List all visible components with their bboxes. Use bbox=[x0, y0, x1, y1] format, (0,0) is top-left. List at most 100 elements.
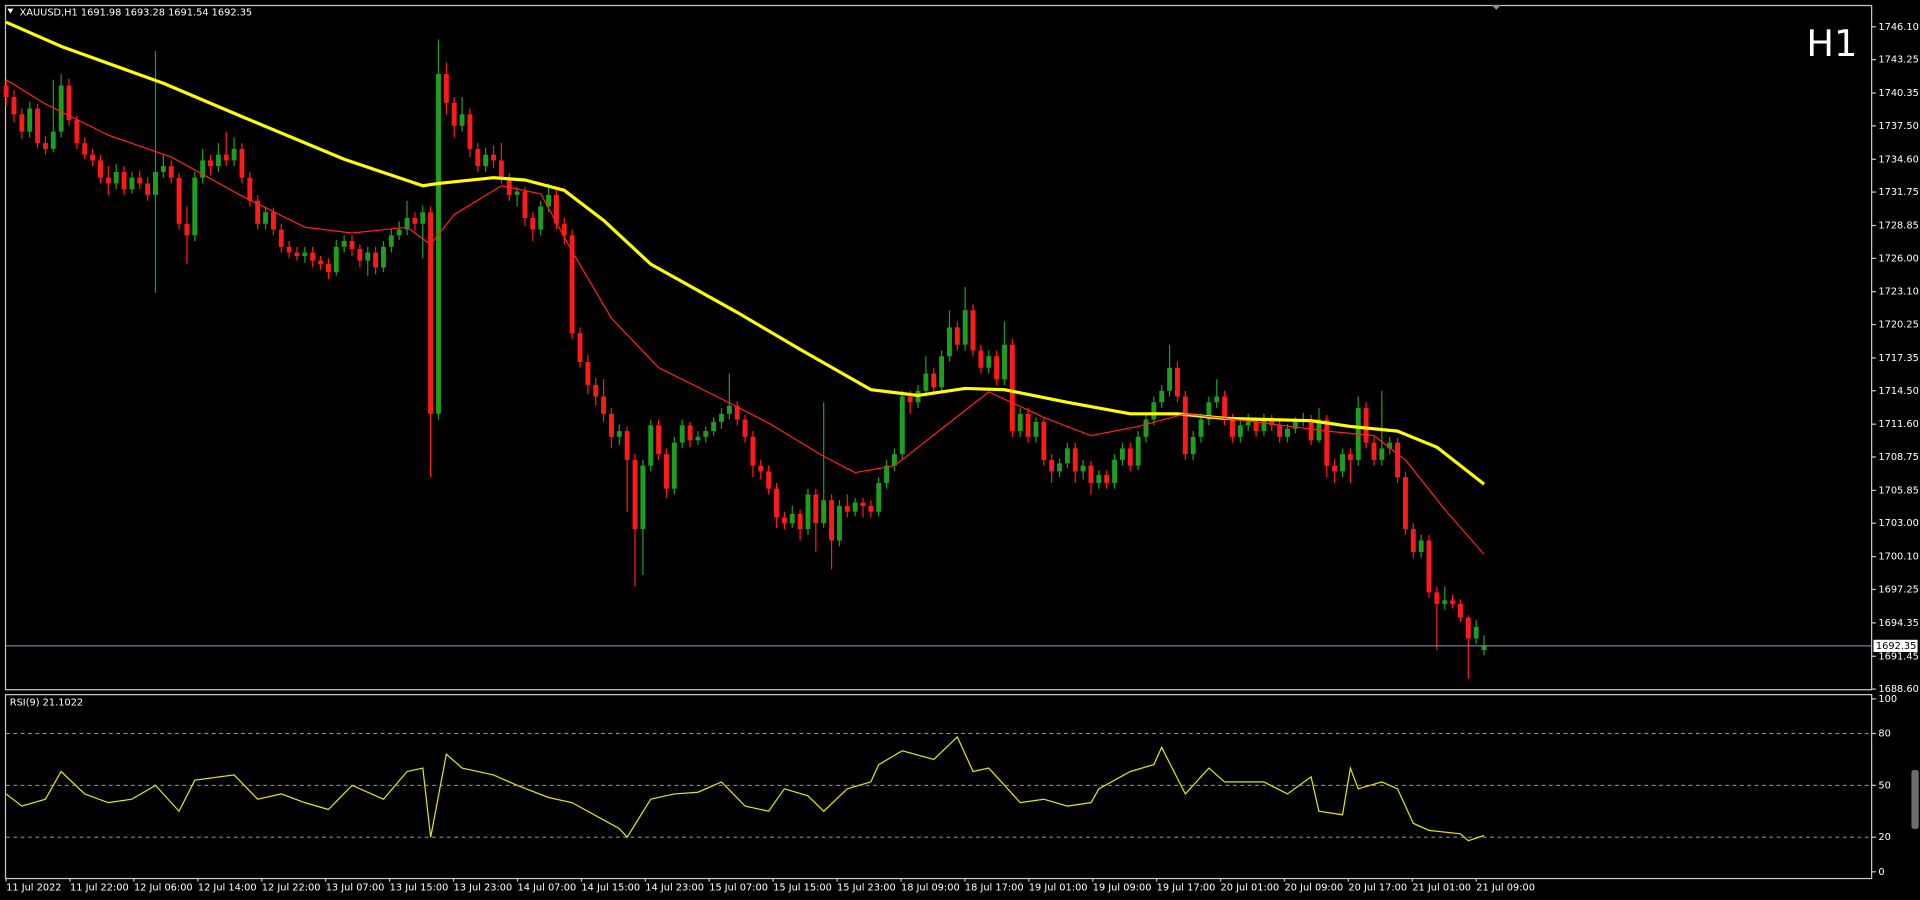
candle-body bbox=[585, 361, 591, 386]
candle-body bbox=[1104, 474, 1110, 483]
candle-body bbox=[153, 171, 158, 195]
candle-body bbox=[1237, 425, 1243, 437]
x-tick-label: 12 Jul 14:00 bbox=[198, 883, 257, 894]
y-tick-label: 0 bbox=[1878, 867, 1884, 878]
candle-body bbox=[341, 241, 347, 247]
y-tick-label: 1705.85 bbox=[1878, 485, 1918, 496]
x-tick-label: 18 Jul 17:00 bbox=[965, 883, 1024, 894]
candle-body bbox=[491, 154, 496, 161]
x-tick-label: 21 Jul 09:00 bbox=[1476, 883, 1535, 894]
candle-body bbox=[1080, 465, 1086, 472]
rsi-line bbox=[5, 735, 1485, 842]
candle-body bbox=[1222, 396, 1228, 420]
candle-body bbox=[200, 160, 206, 178]
candle-body bbox=[1442, 600, 1448, 604]
candle-body bbox=[876, 482, 882, 512]
candle-body bbox=[475, 148, 481, 167]
candle-body bbox=[105, 177, 111, 184]
y-tick-label: 20 bbox=[1878, 832, 1890, 843]
candle-body bbox=[145, 183, 151, 195]
candle-body bbox=[90, 154, 96, 161]
candle-body bbox=[719, 413, 724, 422]
candle-body bbox=[962, 310, 968, 345]
candle-body bbox=[1151, 402, 1157, 420]
candle-body bbox=[1332, 465, 1338, 472]
candle-body bbox=[121, 171, 127, 190]
candle-body bbox=[1434, 592, 1440, 604]
candle-body bbox=[1041, 421, 1047, 460]
candle-body bbox=[1379, 448, 1385, 460]
x-tick-label: 13 Jul 15:00 bbox=[390, 883, 449, 894]
x-tick-label: 11 Jul 2022 bbox=[6, 883, 61, 894]
candle-body bbox=[1096, 474, 1102, 483]
candle-body bbox=[726, 405, 732, 414]
candle-body bbox=[247, 177, 253, 201]
candle-body bbox=[420, 212, 426, 224]
candle-body bbox=[1426, 540, 1432, 593]
y-tick-label: 1740.35 bbox=[1878, 88, 1918, 99]
candle-body bbox=[74, 120, 80, 144]
y-tick-label: 1723.10 bbox=[1878, 287, 1918, 298]
y-tick-label: 1737.50 bbox=[1878, 121, 1918, 132]
candle-body bbox=[1473, 626, 1479, 639]
candle-body bbox=[231, 148, 237, 161]
current-price-label: 1692.35 bbox=[1876, 641, 1916, 652]
y-tick-label: 50 bbox=[1878, 780, 1890, 791]
candle-body bbox=[467, 114, 473, 149]
candle-body bbox=[664, 454, 669, 489]
candle-body bbox=[1088, 465, 1094, 483]
candle-body bbox=[789, 514, 795, 524]
candle-body bbox=[1057, 463, 1062, 472]
candle-body bbox=[632, 459, 638, 529]
candle-body bbox=[593, 385, 599, 397]
x-tick-label: 19 Jul 17:00 bbox=[1157, 883, 1216, 894]
candle-body bbox=[1481, 645, 1487, 651]
x-tick-label: 13 Jul 23:00 bbox=[454, 883, 513, 894]
candle-body bbox=[836, 505, 842, 541]
candle-body bbox=[1072, 448, 1078, 472]
candle-body bbox=[27, 108, 33, 132]
candle-body bbox=[931, 373, 937, 388]
candle-body bbox=[648, 425, 654, 466]
candle-body bbox=[829, 500, 834, 541]
candle-body bbox=[98, 160, 103, 178]
candle-body bbox=[294, 252, 300, 257]
candle-body bbox=[35, 108, 41, 144]
current-price-box bbox=[1873, 639, 1918, 653]
rsi-title: RSI(9) 21.1022 bbox=[10, 698, 83, 709]
candle-body bbox=[176, 177, 182, 224]
x-tick-label: 21 Jul 01:00 bbox=[1412, 883, 1471, 894]
y-tick-label: 1726.00 bbox=[1878, 253, 1918, 264]
candle-body bbox=[986, 356, 992, 368]
x-tick-label: 14 Jul 15:00 bbox=[581, 883, 640, 894]
candle-body bbox=[1277, 425, 1283, 437]
rsi-panel-frame bbox=[4, 694, 1873, 880]
candle-body bbox=[703, 431, 709, 437]
candle-body bbox=[113, 171, 119, 184]
candle-body bbox=[640, 465, 646, 529]
candle-body bbox=[1363, 408, 1369, 443]
y-tick-label: 1694.35 bbox=[1878, 618, 1918, 629]
candle-body bbox=[1418, 540, 1424, 553]
candle-body bbox=[608, 413, 614, 437]
candle-body bbox=[907, 396, 913, 403]
candle-body bbox=[3, 85, 9, 98]
candle-body bbox=[1174, 367, 1180, 397]
candle-body bbox=[687, 425, 693, 441]
candle-body bbox=[1167, 367, 1173, 391]
candle-body bbox=[947, 327, 952, 357]
x-tick-label: 14 Jul 07:00 bbox=[517, 883, 576, 894]
candle-body bbox=[388, 235, 394, 247]
candle-body bbox=[381, 246, 386, 268]
scale-handle[interactable] bbox=[1911, 770, 1919, 829]
x-tick-label: 20 Jul 01:00 bbox=[1221, 883, 1280, 894]
candle-body bbox=[349, 241, 355, 250]
candle-body bbox=[428, 212, 434, 414]
candle-body bbox=[546, 194, 551, 207]
candle-body bbox=[758, 465, 764, 472]
menu-arrow[interactable] bbox=[7, 8, 14, 14]
candle-body bbox=[1112, 459, 1118, 483]
candle-body bbox=[1064, 448, 1070, 464]
candle-body bbox=[1347, 454, 1353, 460]
candle-body bbox=[1025, 413, 1031, 437]
